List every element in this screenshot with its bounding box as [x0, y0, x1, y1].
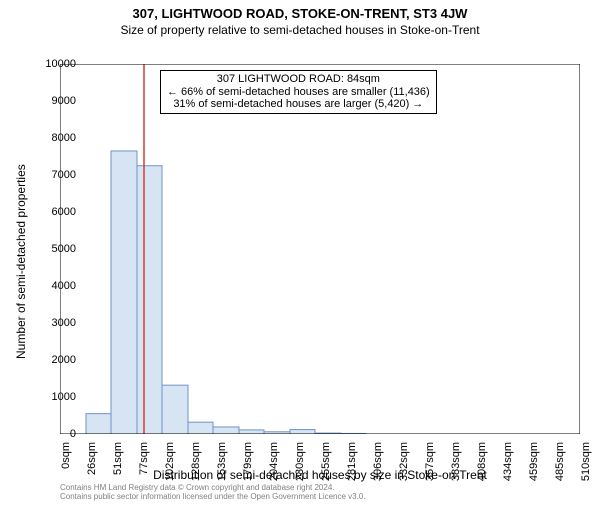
y-tick-label: 1000	[26, 391, 76, 403]
x-tick-label: 230sqm	[294, 442, 306, 492]
footer-line2: Contains public sector information licen…	[60, 493, 366, 502]
x-tick-label: 26sqm	[86, 442, 98, 492]
histogram-plot	[60, 64, 580, 434]
y-tick-label: 2000	[26, 354, 76, 366]
x-tick-label: 434sqm	[502, 442, 514, 492]
x-tick-label: 332sqm	[398, 442, 410, 492]
x-tick-label: 51sqm	[112, 442, 124, 492]
x-tick-label: 128sqm	[190, 442, 202, 492]
annotation-line1: 307 LIGHTWOOD ROAD: 84sqm	[167, 73, 430, 86]
x-tick-label: 383sqm	[450, 442, 462, 492]
annotation-box: 307 LIGHTWOOD ROAD: 84sqm ← 66% of semi-…	[160, 70, 437, 114]
x-tick-label: 306sqm	[372, 442, 384, 492]
annotation-line2: ← 66% of semi-detached houses are smalle…	[167, 86, 430, 99]
x-tick-label: 102sqm	[164, 442, 176, 492]
y-tick-label: 5000	[26, 243, 76, 255]
x-tick-label: 510sqm	[580, 442, 592, 492]
x-tick-label: 255sqm	[320, 442, 332, 492]
x-tick-label: 77sqm	[138, 442, 150, 492]
y-tick-label: 7000	[26, 169, 76, 181]
y-tick-label: 6000	[26, 206, 76, 218]
y-axis-label: Number of semi-detached properties	[14, 164, 28, 359]
x-tick-label: 153sqm	[216, 442, 228, 492]
x-tick-label: 459sqm	[528, 442, 540, 492]
x-tick-label: 408sqm	[476, 442, 488, 492]
y-tick-label: 0	[26, 428, 76, 440]
chart-title: 307, LIGHTWOOD ROAD, STOKE-ON-TRENT, ST3…	[0, 6, 600, 21]
x-tick-label: 281sqm	[346, 442, 358, 492]
annotation-line3: 31% of semi-detached houses are larger (…	[167, 98, 430, 111]
chart-area: 307 LIGHTWOOD ROAD: 84sqm ← 66% of semi-…	[60, 64, 580, 434]
chart-subtitle: Size of property relative to semi-detach…	[0, 23, 600, 37]
x-tick-label: 485sqm	[554, 442, 566, 492]
y-tick-label: 4000	[26, 280, 76, 292]
y-tick-label: 10000	[26, 58, 76, 70]
y-tick-label: 8000	[26, 132, 76, 144]
x-tick-label: 204sqm	[268, 442, 280, 492]
y-tick-label: 9000	[26, 95, 76, 107]
x-tick-label: 179sqm	[242, 442, 254, 492]
y-tick-label: 3000	[26, 317, 76, 329]
x-tick-label: 357sqm	[424, 442, 436, 492]
x-tick-label: 0sqm	[60, 442, 72, 492]
